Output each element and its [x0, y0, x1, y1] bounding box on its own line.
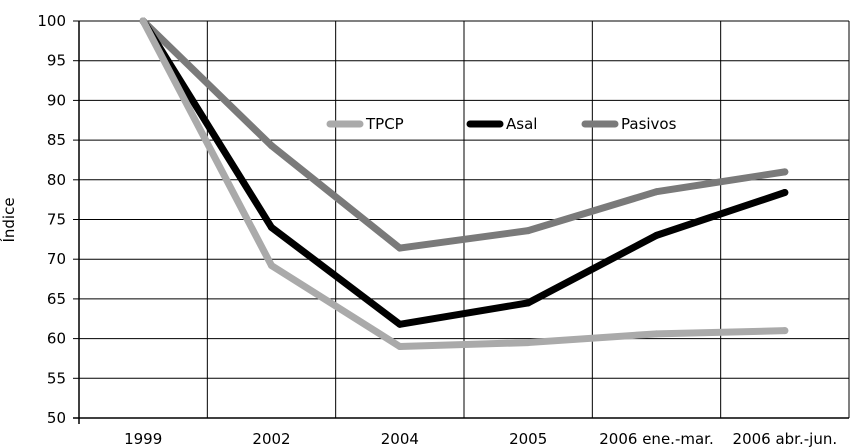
data-point-pasivos — [268, 142, 275, 150]
chart-grid — [73, 20, 850, 424]
legend-label-tpcp: TPCP — [365, 115, 404, 133]
chart-series — [139, 17, 789, 351]
data-point-asal — [781, 189, 789, 197]
data-point-tpcp — [781, 327, 789, 335]
data-point-pasivos — [524, 227, 532, 235]
data-point-tpcp — [653, 330, 660, 338]
y-tick-label: 55 — [47, 369, 66, 387]
y-axis-title: Índice — [0, 197, 18, 242]
data-point-asal — [396, 320, 404, 328]
data-point-tpcp — [139, 17, 147, 25]
y-tick-label: 100 — [37, 12, 66, 30]
y-tick-label: 75 — [47, 211, 66, 229]
y-tick-label: 70 — [47, 250, 66, 268]
y-tick-label: 95 — [47, 52, 66, 70]
data-point-pasivos — [781, 168, 789, 176]
x-tick-label: 1999 — [124, 430, 162, 447]
x-tick-label: 2006 ene.-mar. — [599, 430, 713, 447]
chart-legend: TPCP Asal Pasivos — [326, 115, 677, 133]
y-tick-label: 60 — [47, 330, 66, 348]
y-tick-label: 80 — [47, 171, 66, 189]
data-point-tpcp — [268, 262, 275, 270]
y-axis-ticks: 50 55 60 65 70 75 80 85 90 95 100 — [37, 12, 79, 427]
legend-label-pasivos: Pasivos — [621, 115, 677, 133]
y-tick-label: 85 — [47, 131, 66, 149]
data-point-asal — [524, 299, 532, 307]
series-line-pasivos — [139, 17, 789, 252]
data-point-pasivos — [396, 244, 404, 252]
x-axis-ticks: 1999 2002 2004 2005 2006 ene.-mar. 2006 abr.-… — [124, 430, 837, 447]
data-point-asal — [653, 231, 660, 239]
x-tick-label: 2004 — [381, 430, 419, 447]
x-tick-label: 2002 — [252, 430, 290, 447]
x-tick-label: 2005 — [509, 430, 547, 447]
y-tick-label: 65 — [47, 290, 66, 308]
data-point-tpcp — [524, 339, 532, 347]
x-tick-label: 2006 abr.-jun. — [733, 430, 838, 447]
series-line-tpcp — [139, 17, 789, 351]
y-tick-label: 90 — [47, 91, 66, 109]
data-point-tpcp — [396, 343, 404, 351]
y-tick-label: 50 — [47, 409, 66, 427]
series-line-asal — [139, 17, 789, 328]
legend-label-asal: Asal — [506, 115, 537, 133]
data-point-asal — [268, 223, 275, 231]
data-point-pasivos — [653, 188, 660, 196]
